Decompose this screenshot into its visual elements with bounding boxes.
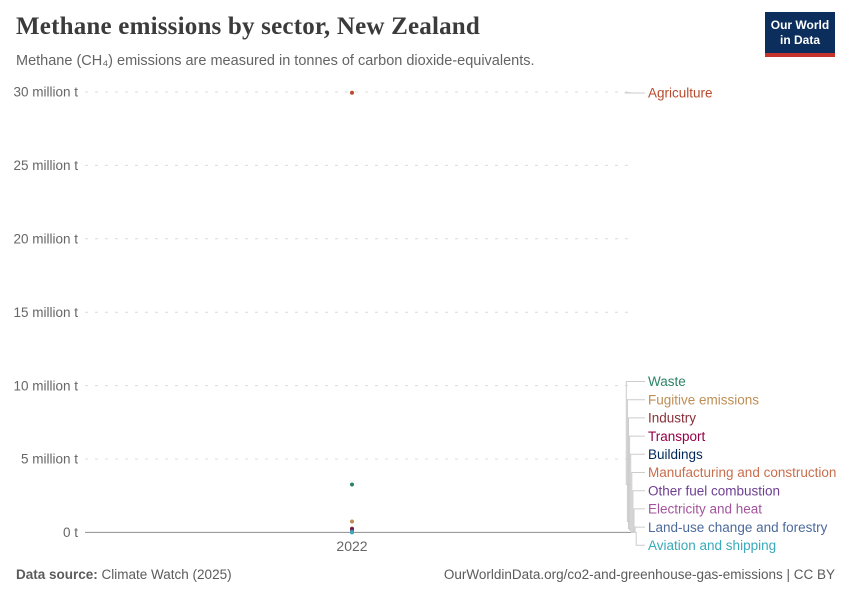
- legend-label-electricity-and-heat[interactable]: Electricity and heat: [648, 502, 762, 517]
- legend-label-fugitive-emissions[interactable]: Fugitive emissions: [648, 392, 759, 407]
- y-tick-label: 10 million t: [13, 378, 78, 393]
- owid-logo-line2: in Data: [779, 33, 820, 47]
- legend-label-buildings[interactable]: Buildings: [648, 447, 703, 462]
- data-point-agriculture[interactable]: [350, 90, 354, 95]
- data-point-waste[interactable]: [350, 482, 354, 487]
- x-tick-label: 2022: [336, 538, 367, 554]
- data-source-label: Data source:: [16, 567, 98, 582]
- legend-label-transport[interactable]: Transport: [648, 429, 706, 444]
- y-tick-label: 20 million t: [13, 232, 78, 247]
- owid-logo-line1: Our World: [770, 18, 830, 32]
- chart-subtitle: Methane (CH₄) emissions are measured in …: [16, 53, 535, 69]
- y-tick-label: 15 million t: [13, 305, 78, 320]
- owid-logo[interactable]: Our World in Data: [765, 12, 835, 57]
- legend-connector: [631, 490, 645, 533]
- chart-footer: Data source: Climate Watch (2025) OurWor…: [16, 567, 835, 582]
- legend-label-aviation-and-shipping[interactable]: Aviation and shipping: [648, 538, 776, 553]
- legend-label-industry[interactable]: Industry: [648, 411, 696, 426]
- legend-label-other-fuel-combustion[interactable]: Other fuel combustion: [648, 483, 780, 498]
- y-tick-label: 5 million t: [21, 452, 78, 467]
- legend-connector: [631, 531, 645, 546]
- y-tick-label: 0 t: [63, 525, 78, 540]
- legend-label-land-use-change-and-forestry[interactable]: Land-use change and forestry: [648, 520, 828, 535]
- data-point-aviation-and-shipping[interactable]: [350, 530, 354, 535]
- y-tick-label: 30 million t: [13, 85, 78, 100]
- footer-url-license[interactable]: OurWorldinData.org/co2-and-greenhouse-ga…: [443, 567, 835, 582]
- legend-label-manufacturing-and-construction[interactable]: Manufacturing and construction: [648, 465, 836, 480]
- chart-title[interactable]: Methane emissions by sector, New Zealand: [16, 13, 481, 40]
- legend-connector: [630, 453, 645, 532]
- y-tick-label: 25 million t: [13, 158, 78, 173]
- data-source-note[interactable]: Data source: Climate Watch (2025): [16, 567, 232, 582]
- data-source-value[interactable]: Climate Watch (2025): [97, 567, 232, 582]
- legend-label-waste[interactable]: Waste: [648, 374, 686, 389]
- data-point-fugitive-emissions[interactable]: [350, 519, 354, 524]
- legend-label-agriculture[interactable]: Agriculture: [648, 86, 713, 101]
